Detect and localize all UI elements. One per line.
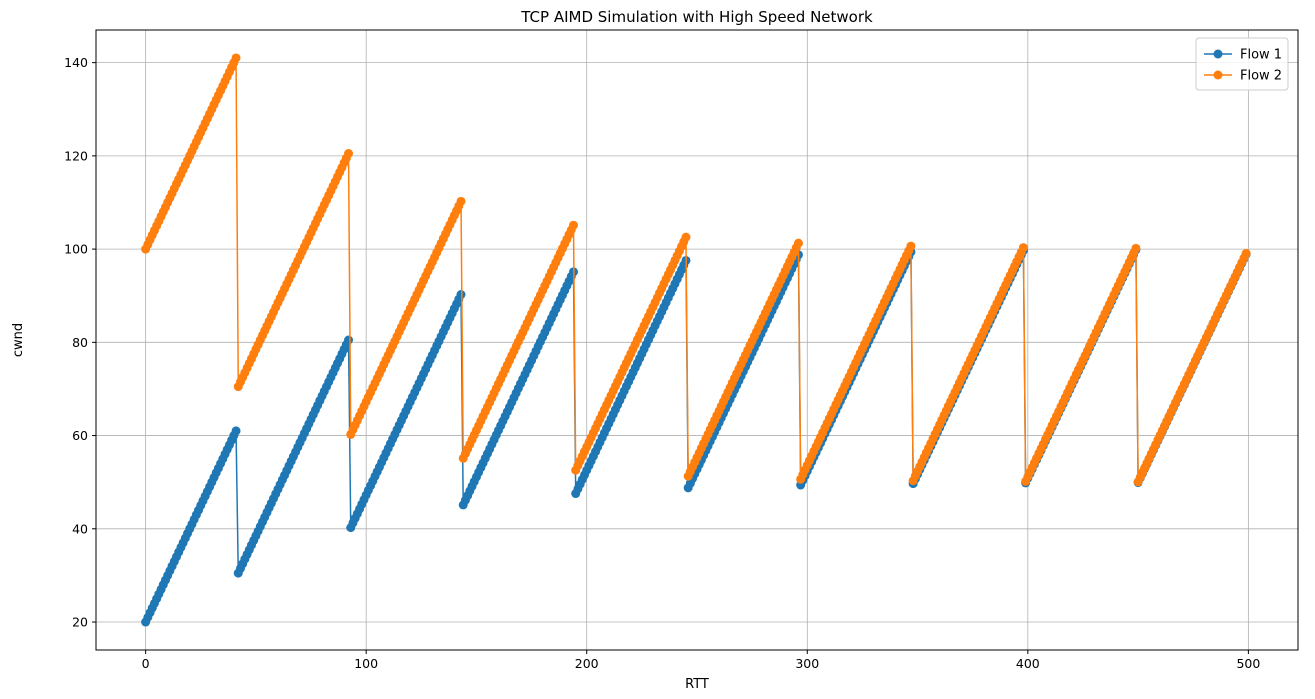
- x-tick-label: 300: [795, 656, 819, 671]
- series-2: [141, 53, 1251, 487]
- data-point: [681, 232, 691, 242]
- y-tick-label: 40: [72, 521, 88, 536]
- x-tick-label: 200: [575, 656, 599, 671]
- data-point: [231, 53, 241, 63]
- x-axis-label: RTT: [685, 677, 709, 692]
- legend-marker: [1213, 70, 1223, 80]
- ticks-layer: 0 100 200 300 400 500 20 40 60 80 100 120 140: [64, 55, 1260, 671]
- legend-marker: [1213, 49, 1223, 59]
- legend-label: Flow 1: [1240, 48, 1282, 63]
- data-point: [793, 238, 803, 248]
- data-point: [568, 220, 578, 230]
- data-point: [1131, 243, 1141, 253]
- data-point: [344, 149, 354, 159]
- y-tick-label: 140: [64, 55, 88, 70]
- x-tick-label: 0: [142, 656, 150, 671]
- y-tick-label: 100: [64, 242, 88, 257]
- data-point: [906, 241, 916, 251]
- x-tick-label: 400: [1016, 656, 1040, 671]
- data-point: [344, 335, 354, 345]
- y-tick-label: 60: [72, 428, 88, 443]
- legend: Flow 1 Flow 2: [1195, 37, 1289, 91]
- data-point: [1018, 243, 1028, 253]
- chart-title: TCP AIMD Simulation with High Speed Netw…: [520, 8, 873, 26]
- y-tick-label: 80: [72, 335, 88, 350]
- plot-frame: [95, 29, 1299, 651]
- y-tick-label: 120: [64, 148, 88, 163]
- legend-label: Flow 2: [1240, 69, 1282, 84]
- data-point: [231, 426, 241, 436]
- x-tick-label: 100: [354, 656, 378, 671]
- legend-item: Flow 2: [1204, 69, 1282, 84]
- legend-item: Flow 1: [1204, 48, 1282, 63]
- grid-layer: [96, 30, 1298, 650]
- y-axis-label: cwnd: [11, 323, 26, 357]
- y-tick-label: 20: [72, 615, 88, 630]
- data-point: [456, 196, 466, 206]
- data-point: [1241, 248, 1251, 258]
- series-layer: [141, 53, 1251, 627]
- x-tick-label: 500: [1236, 656, 1260, 671]
- data-point: [456, 290, 466, 300]
